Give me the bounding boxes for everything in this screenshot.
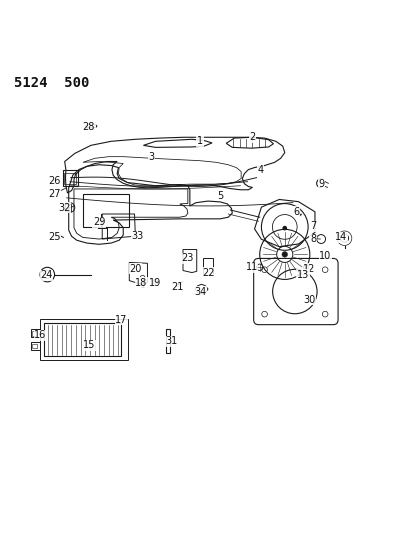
- Text: 5: 5: [217, 191, 223, 201]
- Text: 11: 11: [246, 262, 258, 272]
- Text: 4: 4: [257, 165, 264, 175]
- Text: 10: 10: [319, 252, 331, 261]
- Text: 15: 15: [83, 340, 95, 350]
- Text: 33: 33: [131, 231, 144, 241]
- Bar: [166, 329, 171, 353]
- Bar: [31, 329, 40, 337]
- Text: 27: 27: [48, 189, 61, 199]
- Text: 32: 32: [58, 203, 71, 213]
- Text: 16: 16: [34, 330, 47, 340]
- Text: 3: 3: [149, 152, 155, 161]
- Text: 28: 28: [83, 122, 95, 132]
- Text: 23: 23: [182, 253, 194, 263]
- Bar: [66, 204, 71, 211]
- Text: 21: 21: [171, 282, 184, 292]
- Text: 26: 26: [49, 176, 61, 186]
- Bar: [32, 344, 37, 349]
- Text: 22: 22: [202, 268, 214, 278]
- Bar: [40, 319, 128, 360]
- Text: 9: 9: [318, 179, 324, 189]
- Bar: [64, 173, 75, 184]
- Text: 18: 18: [135, 278, 148, 288]
- Text: 29: 29: [93, 217, 105, 227]
- Text: 24: 24: [40, 270, 53, 280]
- Text: 1: 1: [197, 136, 203, 147]
- Text: 6: 6: [294, 207, 300, 217]
- Text: 14: 14: [335, 232, 348, 243]
- Text: 34: 34: [194, 287, 206, 296]
- Text: 30: 30: [303, 295, 315, 305]
- Bar: [203, 257, 213, 274]
- Text: 20: 20: [129, 263, 142, 273]
- Text: 19: 19: [149, 278, 162, 288]
- Text: 5124  500: 5124 500: [14, 76, 90, 90]
- Text: 13: 13: [297, 270, 309, 280]
- Circle shape: [282, 252, 288, 257]
- Text: 31: 31: [166, 336, 178, 346]
- Bar: [83, 194, 129, 227]
- Text: 8: 8: [310, 234, 316, 244]
- Text: 2: 2: [249, 132, 255, 142]
- Text: 25: 25: [48, 232, 61, 243]
- Bar: [31, 342, 40, 350]
- Text: 12: 12: [303, 263, 315, 273]
- Bar: [44, 323, 121, 356]
- Text: 7: 7: [310, 221, 316, 231]
- Bar: [32, 330, 37, 336]
- Circle shape: [283, 227, 286, 230]
- Text: 17: 17: [115, 315, 127, 325]
